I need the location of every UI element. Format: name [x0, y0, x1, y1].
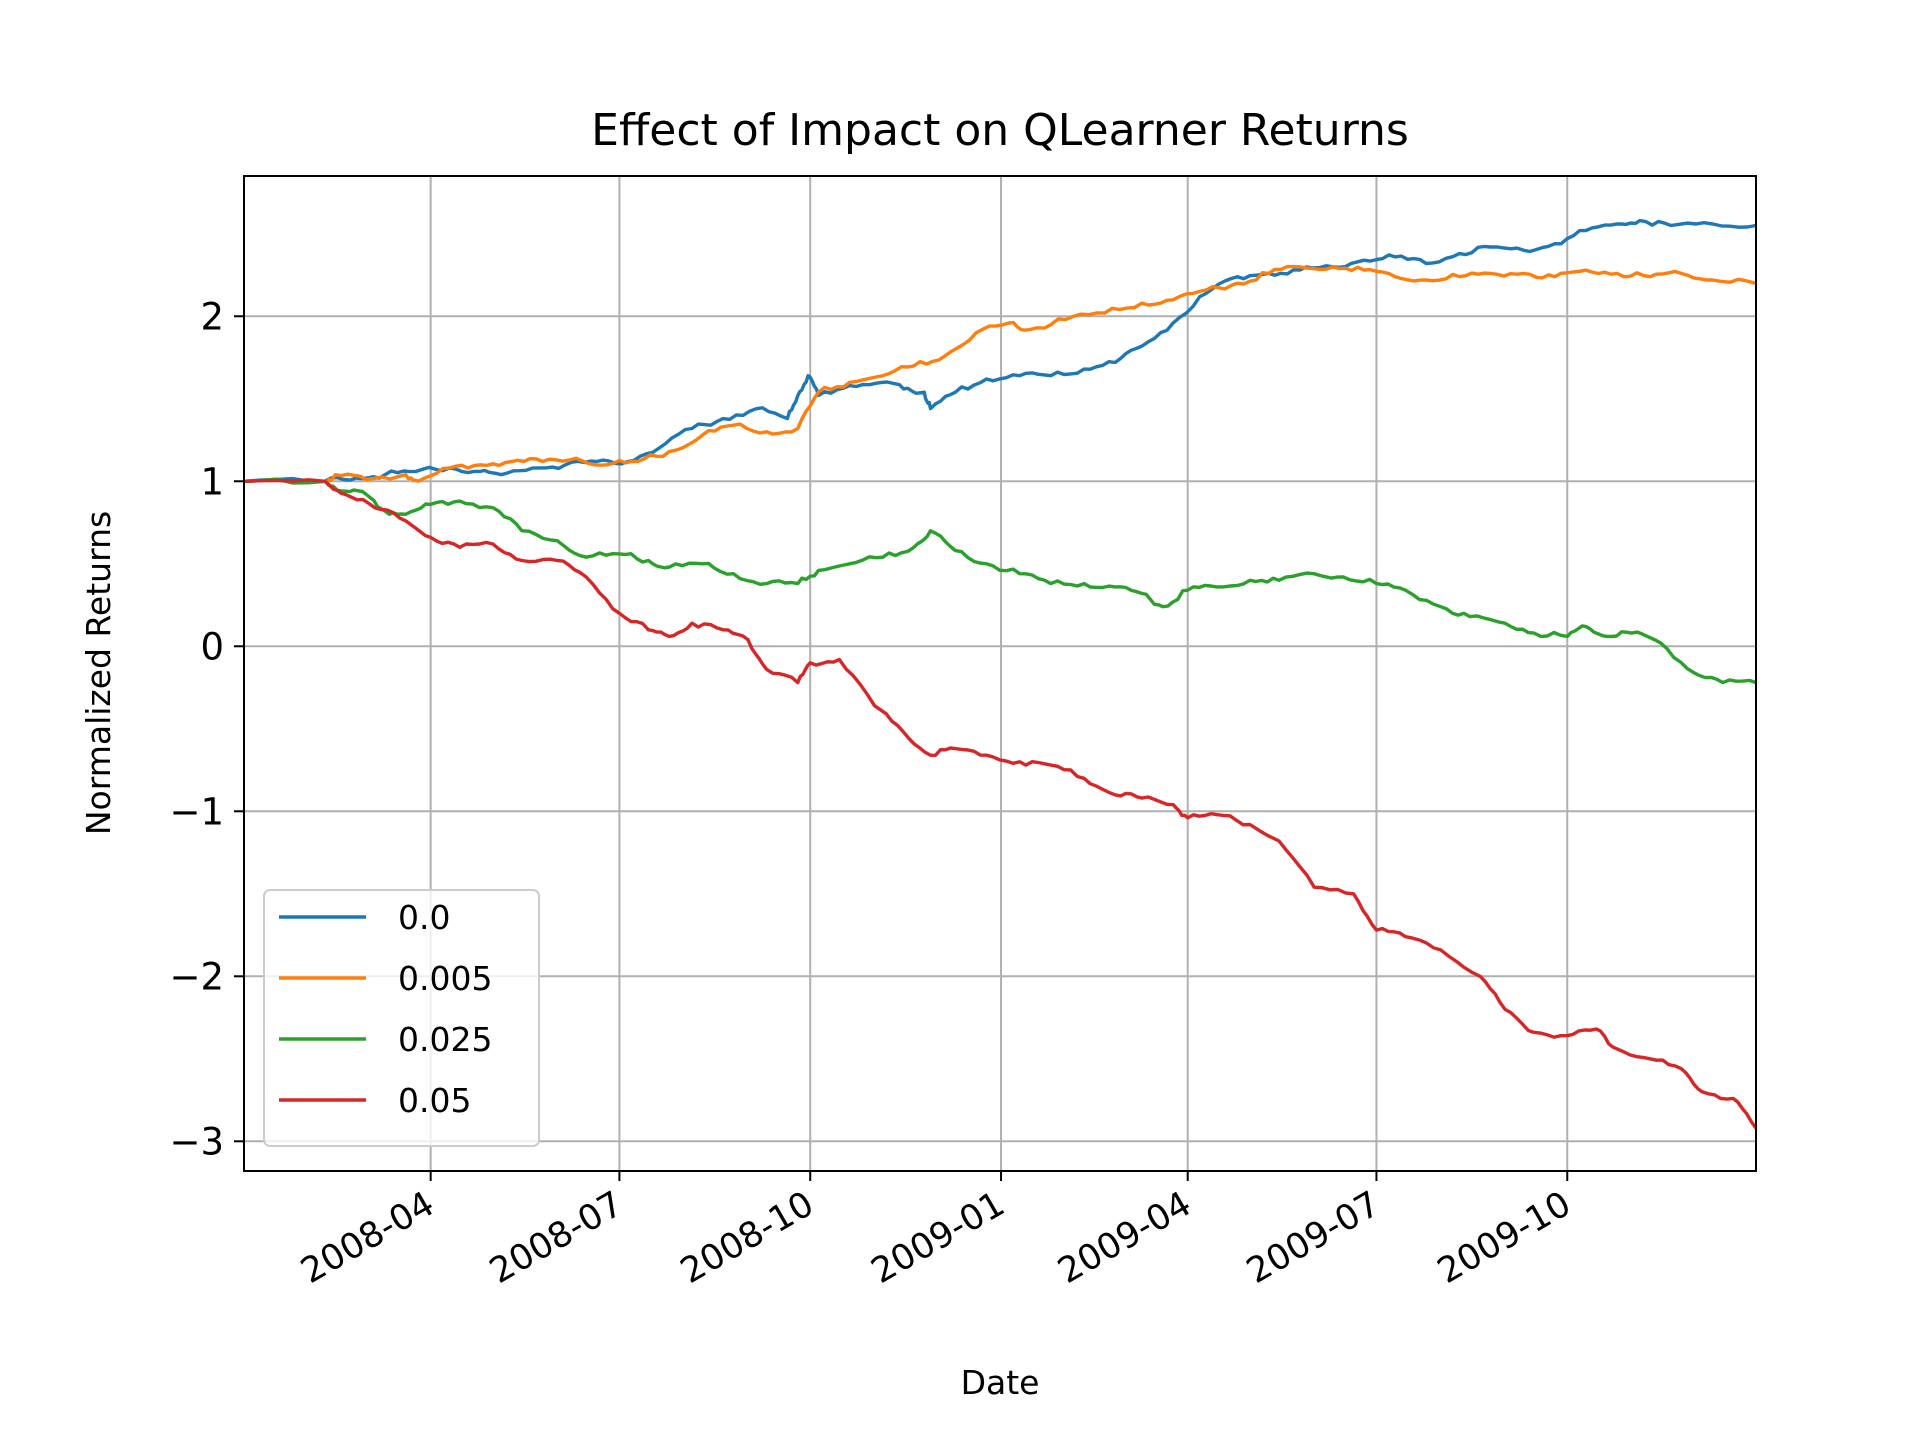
series-line-0.0	[243, 218, 1757, 483]
y-tick-label: 2	[200, 295, 224, 338]
series-lines	[243, 218, 1758, 1130]
y-tick-label: 0	[200, 625, 224, 668]
plot-frame	[243, 175, 1757, 1172]
legend-box	[263, 889, 540, 1147]
x-axis-label: Date	[961, 1363, 1040, 1402]
series-line-0.005	[243, 264, 1757, 485]
y-axis-label: Normalized Returns	[79, 511, 118, 835]
grid-lines	[244, 176, 1756, 1171]
y-tick-label: 1	[200, 460, 224, 503]
y-tick-label: −1	[169, 790, 224, 833]
legend-label: 0.025	[398, 1020, 492, 1059]
legend-label: 0.05	[398, 1081, 471, 1120]
legend-label: 0.005	[398, 959, 492, 998]
series-line-0.025	[243, 477, 1757, 685]
y-tick-label: −2	[169, 955, 224, 998]
legend-label: 0.0	[398, 898, 450, 937]
legend: 0.0 0.005 0.025 0.05	[263, 889, 540, 1147]
series-line-0.05	[243, 478, 1758, 1130]
chart-title: Effect of Impact on QLearner Returns	[591, 105, 1409, 156]
y-tick-label: −3	[169, 1120, 224, 1163]
